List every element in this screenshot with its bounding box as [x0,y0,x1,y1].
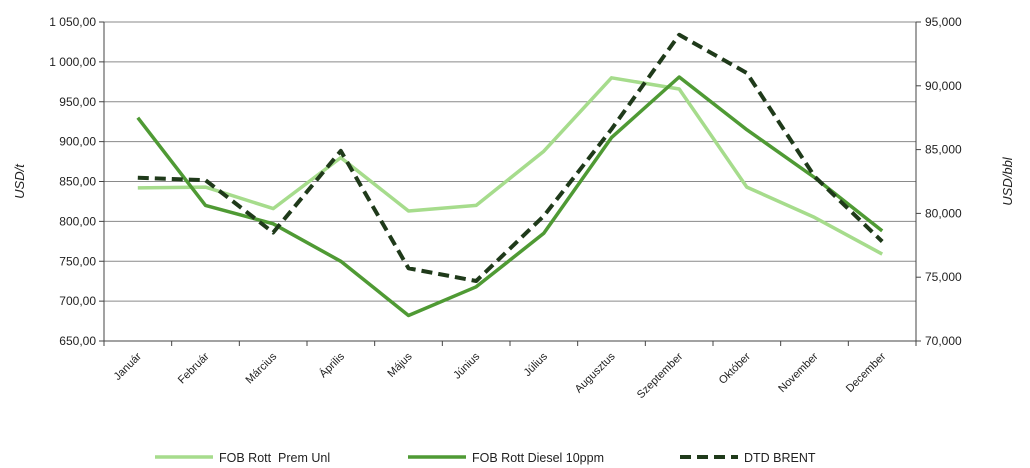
series-line-dtd-brent [137,32,884,283]
y-tick-label: 900,00 [59,135,96,149]
y-axis-right: 70,000 75,000 80,000 85,000 90,000 95,000 [915,15,962,348]
legend-label: FOB Rott Prem Unl [219,451,330,465]
y2-tick-label: 75,000 [925,270,962,284]
x-tick-label: November [776,350,821,395]
series-lines [136,32,884,318]
y-tick-label: 950,00 [59,95,96,109]
x-tick-label: Május [385,350,415,380]
y-tick-label: 800,00 [59,214,96,228]
y-tick-label: 1 000,00 [49,55,96,69]
y-tick-label: 1 050,00 [49,15,96,29]
y-axis-title-left: USD/t [12,163,27,199]
x-tick-label: Február [176,350,212,386]
x-tick-label: Június [451,350,482,381]
x-tick-label: Október [717,350,753,386]
legend: FOB Rott Prem Unl FOB Rott Diesel 10ppm DT… [155,451,816,465]
y2-tick-label: 70,000 [925,334,962,348]
y2-tick-label: 85,000 [925,143,962,157]
x-tick-label: December [844,350,889,395]
x-tick-label: Augusztus [573,350,618,395]
y-axis-title-right: USD/bbl [1000,156,1015,206]
x-axis: Január Február Március Április Május Június Jú… [103,340,917,401]
y-tick-label: 650,00 [59,334,96,348]
gridlines [104,21,916,342]
x-tick-label: Január [112,350,145,383]
series-line-fob-rott-prem-unl [137,76,884,256]
x-tick-label: Március [244,350,280,386]
y-tick-label: 750,00 [59,254,96,268]
legend-label: DTD BRENT [744,451,816,465]
y2-tick-label: 95,000 [925,15,962,29]
y2-tick-label: 80,000 [925,206,962,220]
y-axis-left: 650,00 700,00 750,00 800,00 850,00 900,00 950,… [49,15,105,348]
legend-label: FOB Rott Diesel 10ppm [472,451,604,465]
x-tick-label: Július [522,350,551,379]
x-tick-label: Április [317,350,348,381]
y-tick-label: 700,00 [59,294,96,308]
x-tick-label: Szeptember [635,350,686,401]
y-tick-label: 850,00 [59,175,96,189]
series-line-fob-rott-diesel-10ppm [136,75,884,318]
y2-tick-label: 90,000 [925,79,962,93]
